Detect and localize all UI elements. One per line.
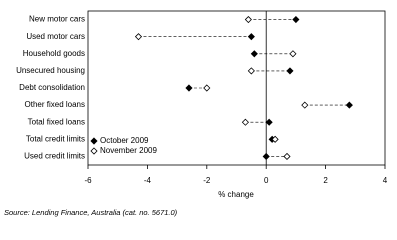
dot-marker: [185, 84, 193, 92]
plot-frame: [87, 10, 386, 166]
x-tick-label: 0: [264, 176, 269, 185]
y-tick-label: Total fixed loans: [28, 117, 85, 126]
dot-marker: [265, 118, 273, 126]
legend-label: November 2009: [100, 146, 157, 155]
legend-marker: [90, 137, 98, 145]
y-tick-label: New motor cars: [29, 15, 85, 24]
legend-marker: [90, 147, 98, 155]
dot-marker: [286, 67, 294, 75]
y-tick-label: Total credit limits: [26, 134, 85, 143]
y-tick-label: Used credit limits: [24, 152, 85, 161]
x-tick-label: -6: [84, 176, 92, 185]
dot-marker: [134, 33, 143, 41]
dot-marker: [250, 50, 258, 58]
x-tick-label: 2: [323, 176, 328, 185]
dot-marker: [283, 152, 291, 161]
dot-marker: [262, 152, 270, 161]
dot-marker: [289, 50, 297, 58]
dot-marker: [301, 101, 309, 109]
y-tick-label: Debt consolidation: [19, 83, 85, 92]
y-tick-label: Household goods: [23, 49, 85, 58]
x-tick-label: -4: [144, 176, 152, 185]
dot-marker: [271, 135, 279, 143]
chart: Source: Lending Finance, Australia (cat.…: [4, 10, 388, 217]
dot-marker: [203, 84, 211, 92]
dot-marker: [247, 67, 255, 75]
y-tick-label: Used motor cars: [26, 32, 85, 41]
legend-label: October 2009: [100, 136, 149, 145]
x-axis-label: % change: [218, 190, 254, 199]
dot-marker: [345, 101, 353, 109]
dot-marker: [241, 118, 249, 126]
dot-marker: [244, 15, 252, 24]
dot-marker: [292, 15, 300, 24]
x-tick-label: -2: [203, 176, 211, 185]
x-tick-label: 4: [383, 176, 388, 185]
y-tick-label: Other fixed loans: [25, 100, 85, 109]
dot-marker: [247, 33, 255, 41]
source-note: Source: Lending Finance, Australia (cat.…: [4, 208, 178, 217]
y-tick-label: Unsecured housing: [16, 66, 85, 75]
